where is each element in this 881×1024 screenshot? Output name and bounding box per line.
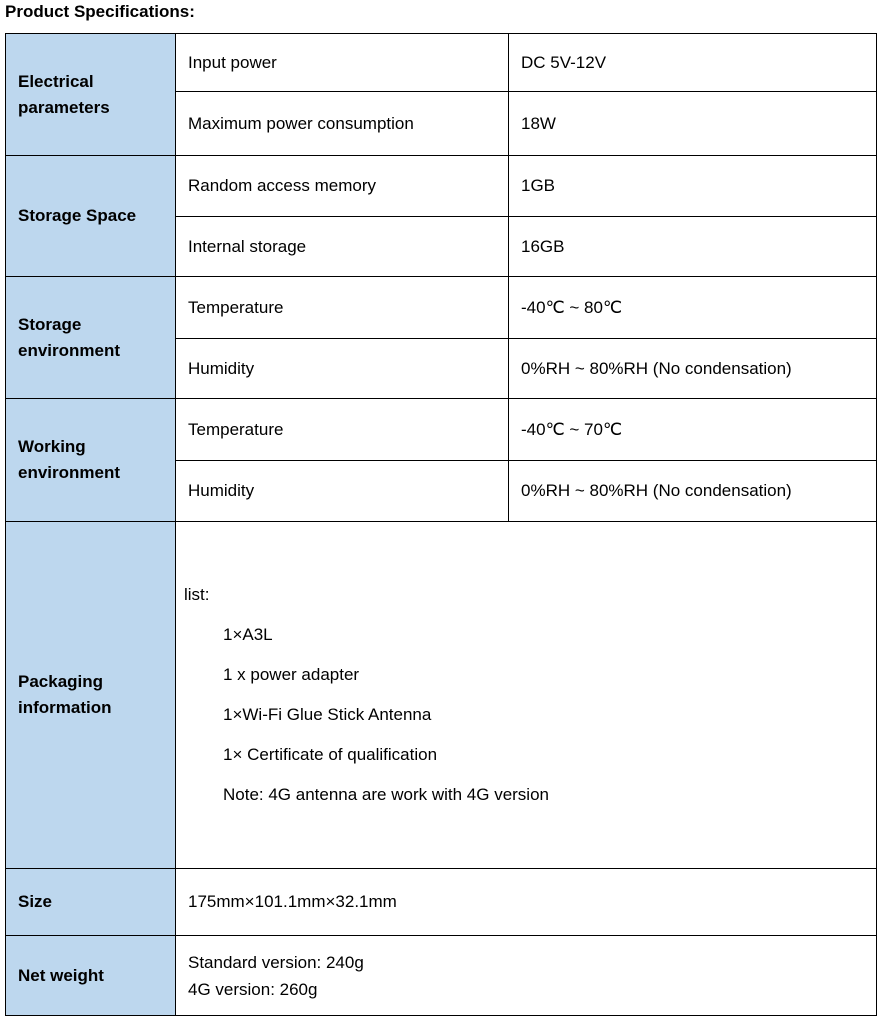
param-cell: Temperature [175, 276, 509, 339]
table-row: Maximum power consumption 18W [6, 91, 877, 156]
net-weight-line: Standard version: 240g [188, 952, 364, 972]
param-cell: Input power [175, 33, 509, 92]
table-row: Storage environment Temperature -40℃ ~ 8… [5, 276, 877, 399]
value-cell: 18W [508, 91, 877, 156]
value-cell: 0%RH ~ 80%RH (No condensation) [508, 460, 877, 522]
group-label-storage-environment: Storage environment [5, 276, 176, 399]
product-spec-table: Electrical parameters Input power DC 5V-… [5, 33, 877, 1016]
packaging-line: 1× Certificate of qualification [223, 745, 438, 764]
table-row: Humidity 0%RH ~ 80%RH (No condensation) [6, 460, 877, 522]
table-row: Humidity 0%RH ~ 80%RH (No condensation) [6, 338, 877, 399]
group-label-working-environment: Working environment [5, 398, 176, 522]
size-value-cell: 175mm×101.1mm×32.1mm [175, 868, 877, 936]
param-cell: Humidity [175, 338, 509, 399]
net-weight-line: 4G version: 260g [188, 979, 318, 999]
value-cell: 16GB [508, 216, 877, 277]
param-cell: Humidity [175, 460, 509, 522]
table-row: Size 175mm×101.1mm×32.1mm [5, 868, 877, 936]
table-row: Internal storage 16GB [6, 216, 877, 277]
table-row: Packaging information list: 1×A3L 1 x po… [5, 521, 877, 869]
value-cell: -40℃ ~ 80℃ [508, 276, 877, 339]
group-label-storage-space: Storage Space [5, 155, 176, 277]
value-cell: -40℃ ~ 70℃ [508, 398, 877, 461]
page-title: Product Specifications: [5, 2, 195, 21]
group-label-size: Size [5, 868, 176, 936]
group-label-packaging-information: Packaging information [5, 521, 176, 869]
value-cell: DC 5V-12V [508, 33, 877, 92]
group-label-electrical-parameters: Electrical parameters [5, 33, 176, 156]
packaging-note-line: Note: 4G antenna are work with 4G versio… [223, 785, 549, 804]
param-cell: Maximum power consumption [175, 91, 509, 156]
size-value: 175mm×101.1mm×32.1mm [188, 892, 397, 911]
value-cell: 0%RH ~ 80%RH (No condensation) [508, 338, 877, 399]
table-row: Net weight Standard version: 240g 4G ver… [5, 935, 877, 1016]
packaging-line: 1×A3L [223, 625, 273, 644]
packaging-line: 1 x power adapter [223, 665, 360, 684]
table-row: Storage Space Random access memory 1GB [5, 155, 877, 277]
value-cell: 1GB [508, 155, 877, 217]
param-cell: Random access memory [175, 155, 509, 217]
table-row: Electrical parameters Input power DC 5V-… [5, 33, 877, 156]
param-cell: Internal storage [175, 216, 509, 277]
table-row: Working environment Temperature -40℃ ~ 7… [5, 398, 877, 522]
net-weight-value-cell: Standard version: 240g 4G version: 260g [175, 935, 877, 1016]
packaging-line: 1×Wi-Fi Glue Stick Antenna [223, 705, 432, 724]
param-cell: Temperature [175, 398, 509, 461]
group-label-net-weight: Net weight [5, 935, 176, 1016]
packaging-line: list: [184, 585, 210, 604]
packaging-content-cell: list: 1×A3L 1 x power adapter 1×Wi-Fi Gl… [175, 521, 877, 869]
